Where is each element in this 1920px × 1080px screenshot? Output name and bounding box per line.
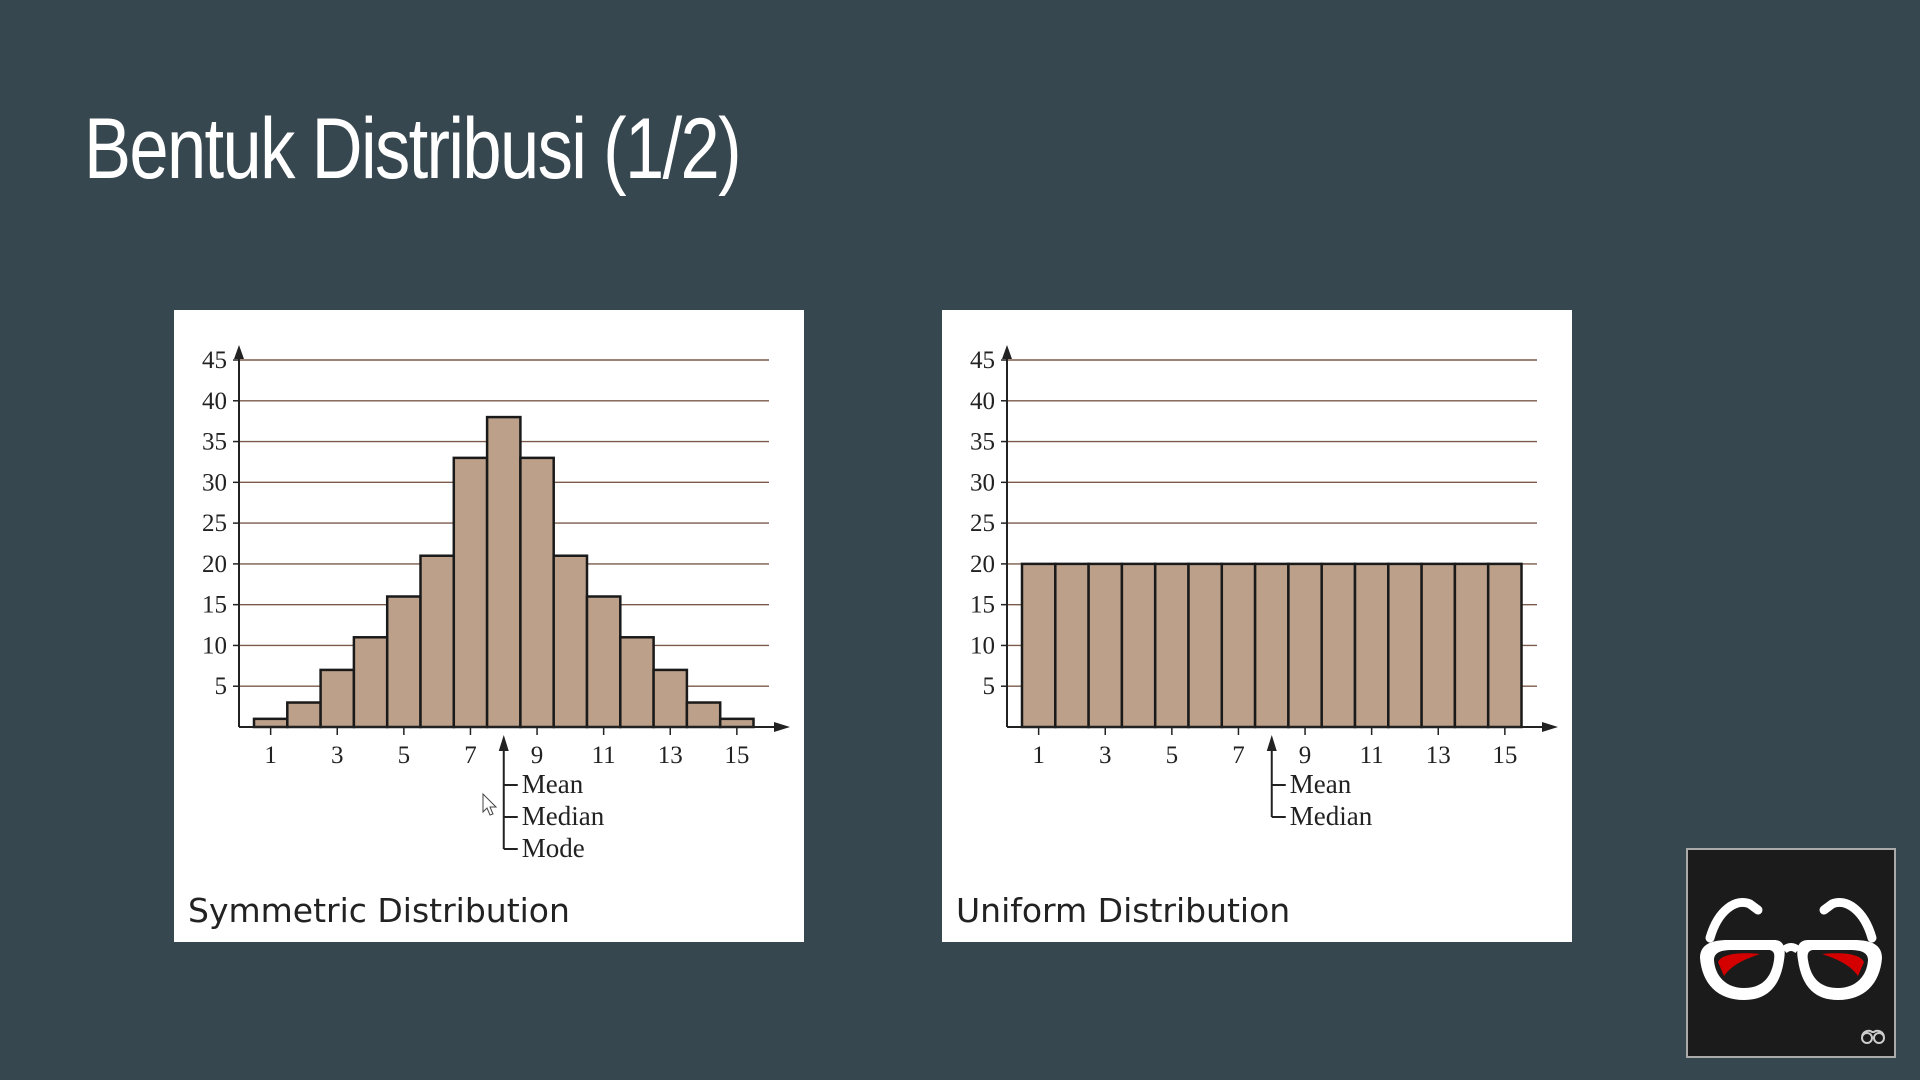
x-tick-label: 1 <box>264 742 277 769</box>
y-tick-label: 15 <box>970 592 995 619</box>
x-axis-arrow <box>1542 722 1558 732</box>
channel-logo-overlay <box>1686 848 1896 1058</box>
annotation-label-median: Median <box>522 801 605 831</box>
histogram-bar <box>1420 562 1457 729</box>
histogram-bar <box>252 717 289 729</box>
histogram-bar <box>485 415 522 729</box>
x-tick-label: 11 <box>592 742 616 769</box>
symmetric-distribution-panel: 5 10 15 20 25 30 35 40 45 1 3 5 7 9 11 13 15 Mean Median Mo… <box>174 310 804 942</box>
histogram-bar <box>619 636 655 729</box>
y-tick-label: 45 <box>970 347 995 374</box>
histogram-bar <box>718 717 755 729</box>
y-tick-label: 20 <box>202 551 227 578</box>
y-tick-label: 35 <box>202 429 227 456</box>
histogram-bar <box>419 554 456 729</box>
histogram-bar <box>1453 562 1490 729</box>
histogram-bar <box>385 595 422 729</box>
histogram-bar <box>1120 562 1157 729</box>
y-tick-label: 10 <box>970 632 995 659</box>
y-tick-label: 30 <box>970 469 995 496</box>
x-tick-label: 3 <box>331 742 344 769</box>
histogram-bar <box>1320 562 1357 729</box>
y-tick-label: 15 <box>202 592 227 619</box>
histogram-bar <box>1087 562 1124 729</box>
histogram-bar <box>1353 562 1390 729</box>
y-tick-label: 35 <box>970 429 995 456</box>
mouse-pointer-icon <box>482 792 498 822</box>
histogram-bar <box>1220 562 1257 729</box>
histogram-bar <box>585 595 622 729</box>
histogram-bar <box>1287 562 1323 729</box>
y-axis-arrow <box>1002 345 1012 359</box>
histogram-bar <box>552 554 589 729</box>
annotation-arrow <box>1266 735 1277 751</box>
x-tick-label: 9 <box>531 742 544 769</box>
annotation-label-mean: Mean <box>522 769 584 799</box>
y-tick-label: 5 <box>215 673 228 700</box>
x-tick-label: 13 <box>1426 742 1451 769</box>
slide-title: Bentuk Distribusi (1/2) <box>84 101 742 197</box>
histogram-bar <box>1054 562 1090 729</box>
y-tick-label: 25 <box>970 510 995 537</box>
histogram-bar <box>1486 562 1523 729</box>
x-tick-label: 13 <box>658 742 683 769</box>
x-tick-label: 3 <box>1099 742 1112 769</box>
uniform-distribution-caption: Uniform Distribution <box>956 891 1291 930</box>
x-tick-label: 9 <box>1299 742 1312 769</box>
y-tick-label: 40 <box>970 388 995 415</box>
x-tick-label: 5 <box>398 742 411 769</box>
x-tick-label: 15 <box>724 742 749 769</box>
histogram-bar <box>352 636 389 729</box>
x-tick-label: 11 <box>1360 742 1384 769</box>
x-tick-label: 1 <box>1032 742 1045 769</box>
y-tick-label: 40 <box>202 388 227 415</box>
histogram-bar <box>685 701 722 729</box>
annotation-label-mean: Mean <box>1290 769 1352 799</box>
x-axis-arrow <box>774 722 790 732</box>
y-tick-label: 30 <box>202 469 227 496</box>
uniform-distribution-panel: 5 10 15 20 25 30 35 40 45 1 3 5 7 9 11 13 15 Mean Median U… <box>942 310 1572 942</box>
histogram-bar <box>452 456 489 729</box>
x-tick-label: 7 <box>464 742 477 769</box>
x-tick-label: 5 <box>1166 742 1179 769</box>
annotation-label-mode: Mode <box>522 833 585 863</box>
histogram-bar <box>652 668 689 729</box>
glasses-icon <box>1700 898 1885 1044</box>
y-tick-label: 20 <box>970 551 995 578</box>
x-tick-label: 15 <box>1492 742 1517 769</box>
x-tick-label: 7 <box>1232 742 1245 769</box>
histogram-bar <box>1387 562 1423 729</box>
histogram-bar <box>1253 562 1290 729</box>
histogram-bar <box>319 668 356 729</box>
symmetric-distribution-caption: Symmetric Distribution <box>188 891 570 930</box>
y-axis-arrow <box>234 345 244 359</box>
histogram-bar <box>1187 562 1224 729</box>
histogram-bar <box>1153 562 1190 729</box>
histogram-bar <box>1020 562 1057 729</box>
histogram-bar <box>286 701 322 729</box>
y-tick-label: 5 <box>983 673 996 700</box>
annotation-label-median: Median <box>1290 801 1373 831</box>
y-tick-label: 45 <box>202 347 227 374</box>
y-tick-label: 25 <box>202 510 227 537</box>
histogram-bar <box>519 456 555 729</box>
annotation-arrow <box>498 735 509 751</box>
y-tick-label: 10 <box>202 632 227 659</box>
